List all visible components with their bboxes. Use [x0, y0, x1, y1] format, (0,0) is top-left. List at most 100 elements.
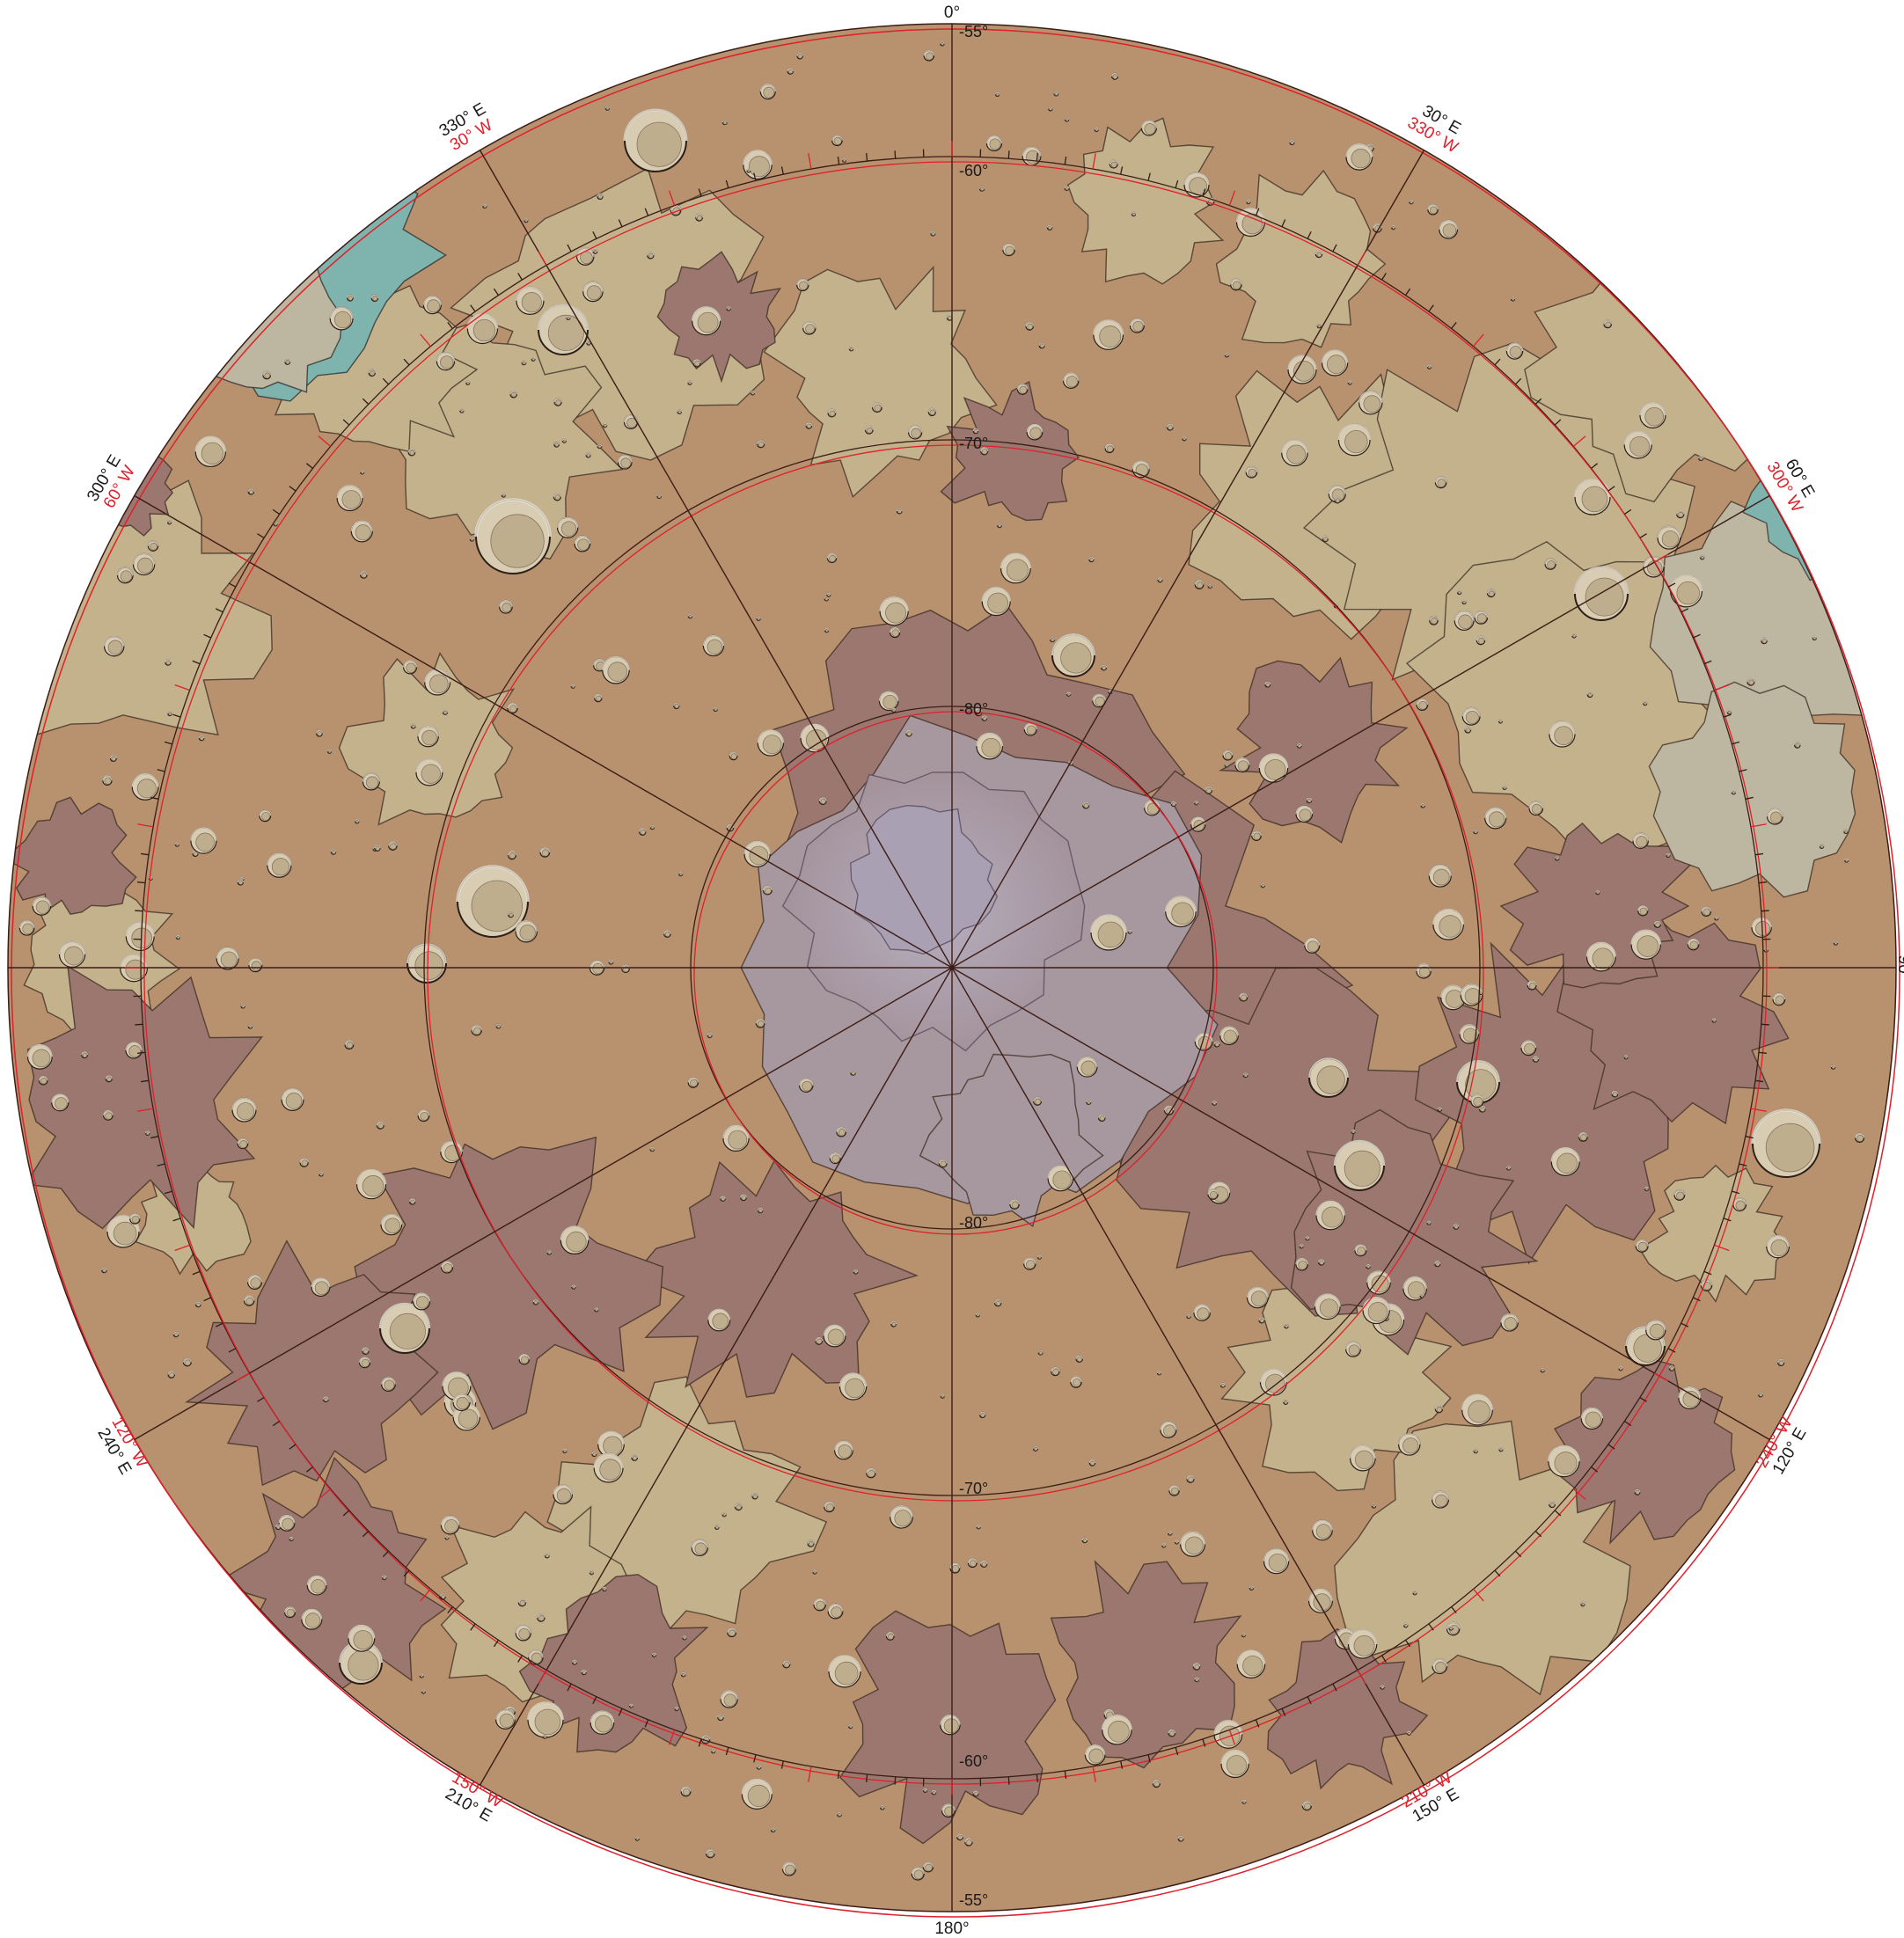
- crater: [412, 1292, 431, 1311]
- crater: [1540, 1367, 1545, 1373]
- crater: [1439, 219, 1459, 239]
- crater: [1351, 1129, 1356, 1135]
- crater: [419, 1673, 424, 1678]
- meridian-line: [951, 967, 1770, 1441]
- tick-mark: [894, 1776, 897, 1785]
- tick-mark: [1693, 633, 1701, 639]
- tick-mark: [215, 1322, 223, 1327]
- tick-mark: [289, 1444, 297, 1450]
- crater: [102, 775, 113, 786]
- crater: [831, 135, 843, 147]
- crater: [1432, 1658, 1448, 1675]
- crater: [1532, 1056, 1540, 1063]
- crater: [531, 356, 536, 362]
- crater: [1550, 1146, 1580, 1176]
- tick-mark: [1714, 1244, 1730, 1252]
- crater: [628, 1703, 633, 1708]
- crater: [1186, 1313, 1191, 1320]
- crater: [1312, 1519, 1333, 1541]
- crater: [570, 684, 575, 689]
- crater: [1676, 509, 1685, 519]
- crater: [1308, 1057, 1349, 1098]
- crater: [930, 230, 936, 237]
- crater: [1241, 1633, 1247, 1638]
- crater: [560, 1225, 590, 1254]
- crater: [359, 570, 368, 579]
- crater: [940, 1714, 961, 1736]
- crater: [826, 552, 838, 564]
- tick-mark: [1255, 208, 1260, 216]
- crater: [741, 1778, 773, 1810]
- crater: [421, 1689, 426, 1694]
- tick-mark: [1607, 486, 1615, 492]
- latitude-ring-alt: [693, 711, 1218, 1235]
- tick-mark: [318, 1488, 332, 1500]
- crater: [1580, 1407, 1604, 1430]
- crater: [1260, 882, 1266, 889]
- crater: [594, 1307, 599, 1313]
- crater: [833, 1440, 853, 1460]
- crater: [1644, 1186, 1650, 1192]
- meridian-line: [134, 967, 953, 1441]
- crater: [216, 947, 239, 970]
- tick-mark: [305, 463, 313, 469]
- crater: [1183, 172, 1210, 198]
- lat-label-top-60: -60°: [959, 162, 988, 179]
- crater: [923, 49, 935, 62]
- highland-region: [1334, 1420, 1631, 1696]
- tick-mark: [362, 1531, 370, 1538]
- crater: [841, 157, 847, 163]
- crater: [1062, 372, 1080, 389]
- tick-mark: [1591, 463, 1599, 469]
- crater: [1833, 940, 1839, 946]
- tick-mark: [1381, 273, 1387, 281]
- tick-mark: [157, 769, 165, 772]
- crater: [1222, 750, 1234, 761]
- tick-mark: [1515, 1550, 1522, 1558]
- crater: [853, 1269, 859, 1275]
- crater: [1544, 558, 1556, 570]
- crater: [566, 315, 571, 321]
- crater: [355, 1169, 387, 1200]
- crater: [442, 709, 449, 715]
- crater: [1653, 920, 1661, 928]
- crater: [553, 1484, 574, 1505]
- tick-mark: [1007, 150, 1010, 159]
- highland-region: [763, 266, 998, 498]
- crater: [1090, 914, 1127, 951]
- crater: [452, 1393, 471, 1412]
- crater: [604, 106, 611, 111]
- crater: [597, 443, 603, 450]
- tick-mark: [1745, 1136, 1754, 1139]
- crater: [1366, 1270, 1391, 1295]
- crater: [456, 865, 530, 938]
- crater: [1182, 436, 1187, 442]
- crater: [1000, 552, 1031, 584]
- crater: [167, 1371, 176, 1379]
- crater: [1287, 355, 1317, 384]
- crater: [1025, 321, 1035, 331]
- crater: [717, 1714, 724, 1722]
- lat-label-bottom-60: -60°: [959, 1752, 988, 1770]
- crater: [376, 1121, 384, 1130]
- crater: [823, 1324, 846, 1348]
- tick-mark: [1703, 660, 1712, 665]
- terrain-layer: [8, 24, 1896, 1912]
- crater: [306, 1575, 327, 1596]
- crater: [756, 1765, 762, 1770]
- tick-mark: [1281, 1708, 1286, 1716]
- tick-mark: [1494, 1569, 1501, 1577]
- crater: [574, 535, 591, 552]
- crater: [1623, 1055, 1629, 1060]
- crater: [374, 845, 381, 852]
- tick-mark: [172, 1218, 181, 1222]
- crater: [442, 1371, 472, 1401]
- crater: [247, 1024, 253, 1029]
- tick-mark: [1357, 251, 1366, 266]
- crater: [1321, 349, 1349, 377]
- crater: [336, 485, 363, 512]
- crater: [1236, 1649, 1266, 1678]
- tick-mark: [342, 1510, 350, 1517]
